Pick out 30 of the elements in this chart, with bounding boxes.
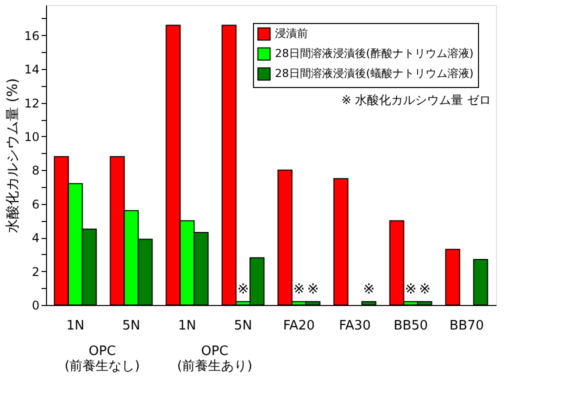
data-label: ※ [237,282,249,298]
y-axis-title: 水酸化カルシウム量 (%) [5,78,22,233]
legend-label: 浸漬前 [275,27,308,40]
data-label: ※ [362,282,375,298]
y-tick-label: 10 [24,130,40,144]
data-label: ※ [293,282,305,298]
y-tick-label: 8 [32,164,40,178]
x-tick-label: 5N [234,318,252,334]
data-label: ※ [307,282,319,298]
y-tick-label: 12 [24,96,40,110]
y-tick-label: 14 [24,62,40,77]
x-tick-label: BB70 [449,318,484,334]
x-tick-label: BB50 [394,318,428,334]
annotation: ※ 水酸化カルシウム量 ゼロ [341,93,491,107]
legend-label: 28日間溶液浸漬後(酢酸ナトリウム溶液) [275,47,474,60]
text: OPC (前養生あり) [177,344,252,374]
y-tick-label: 2 [32,264,40,279]
y-tick-label: 0 [32,298,40,312]
x-tick-label: FA20 [283,318,315,334]
legend-label: 28日間溶液浸漬後(蟻酸ナトリウム溶液) [275,67,474,80]
data-label: ※ [404,282,417,298]
x-tick-label: 1N [66,318,84,334]
text: OPC (前養生なし) [64,344,140,374]
x-tick-label: 1N [178,318,196,334]
y-tick-label: 4 [32,231,40,246]
y-tick-label: 16 [24,28,40,43]
data-label: ※ [418,282,431,298]
x-tick-label: FA30 [338,318,371,334]
y-tick-label: 6 [32,197,40,212]
x-tick-label: 5N [122,318,140,334]
